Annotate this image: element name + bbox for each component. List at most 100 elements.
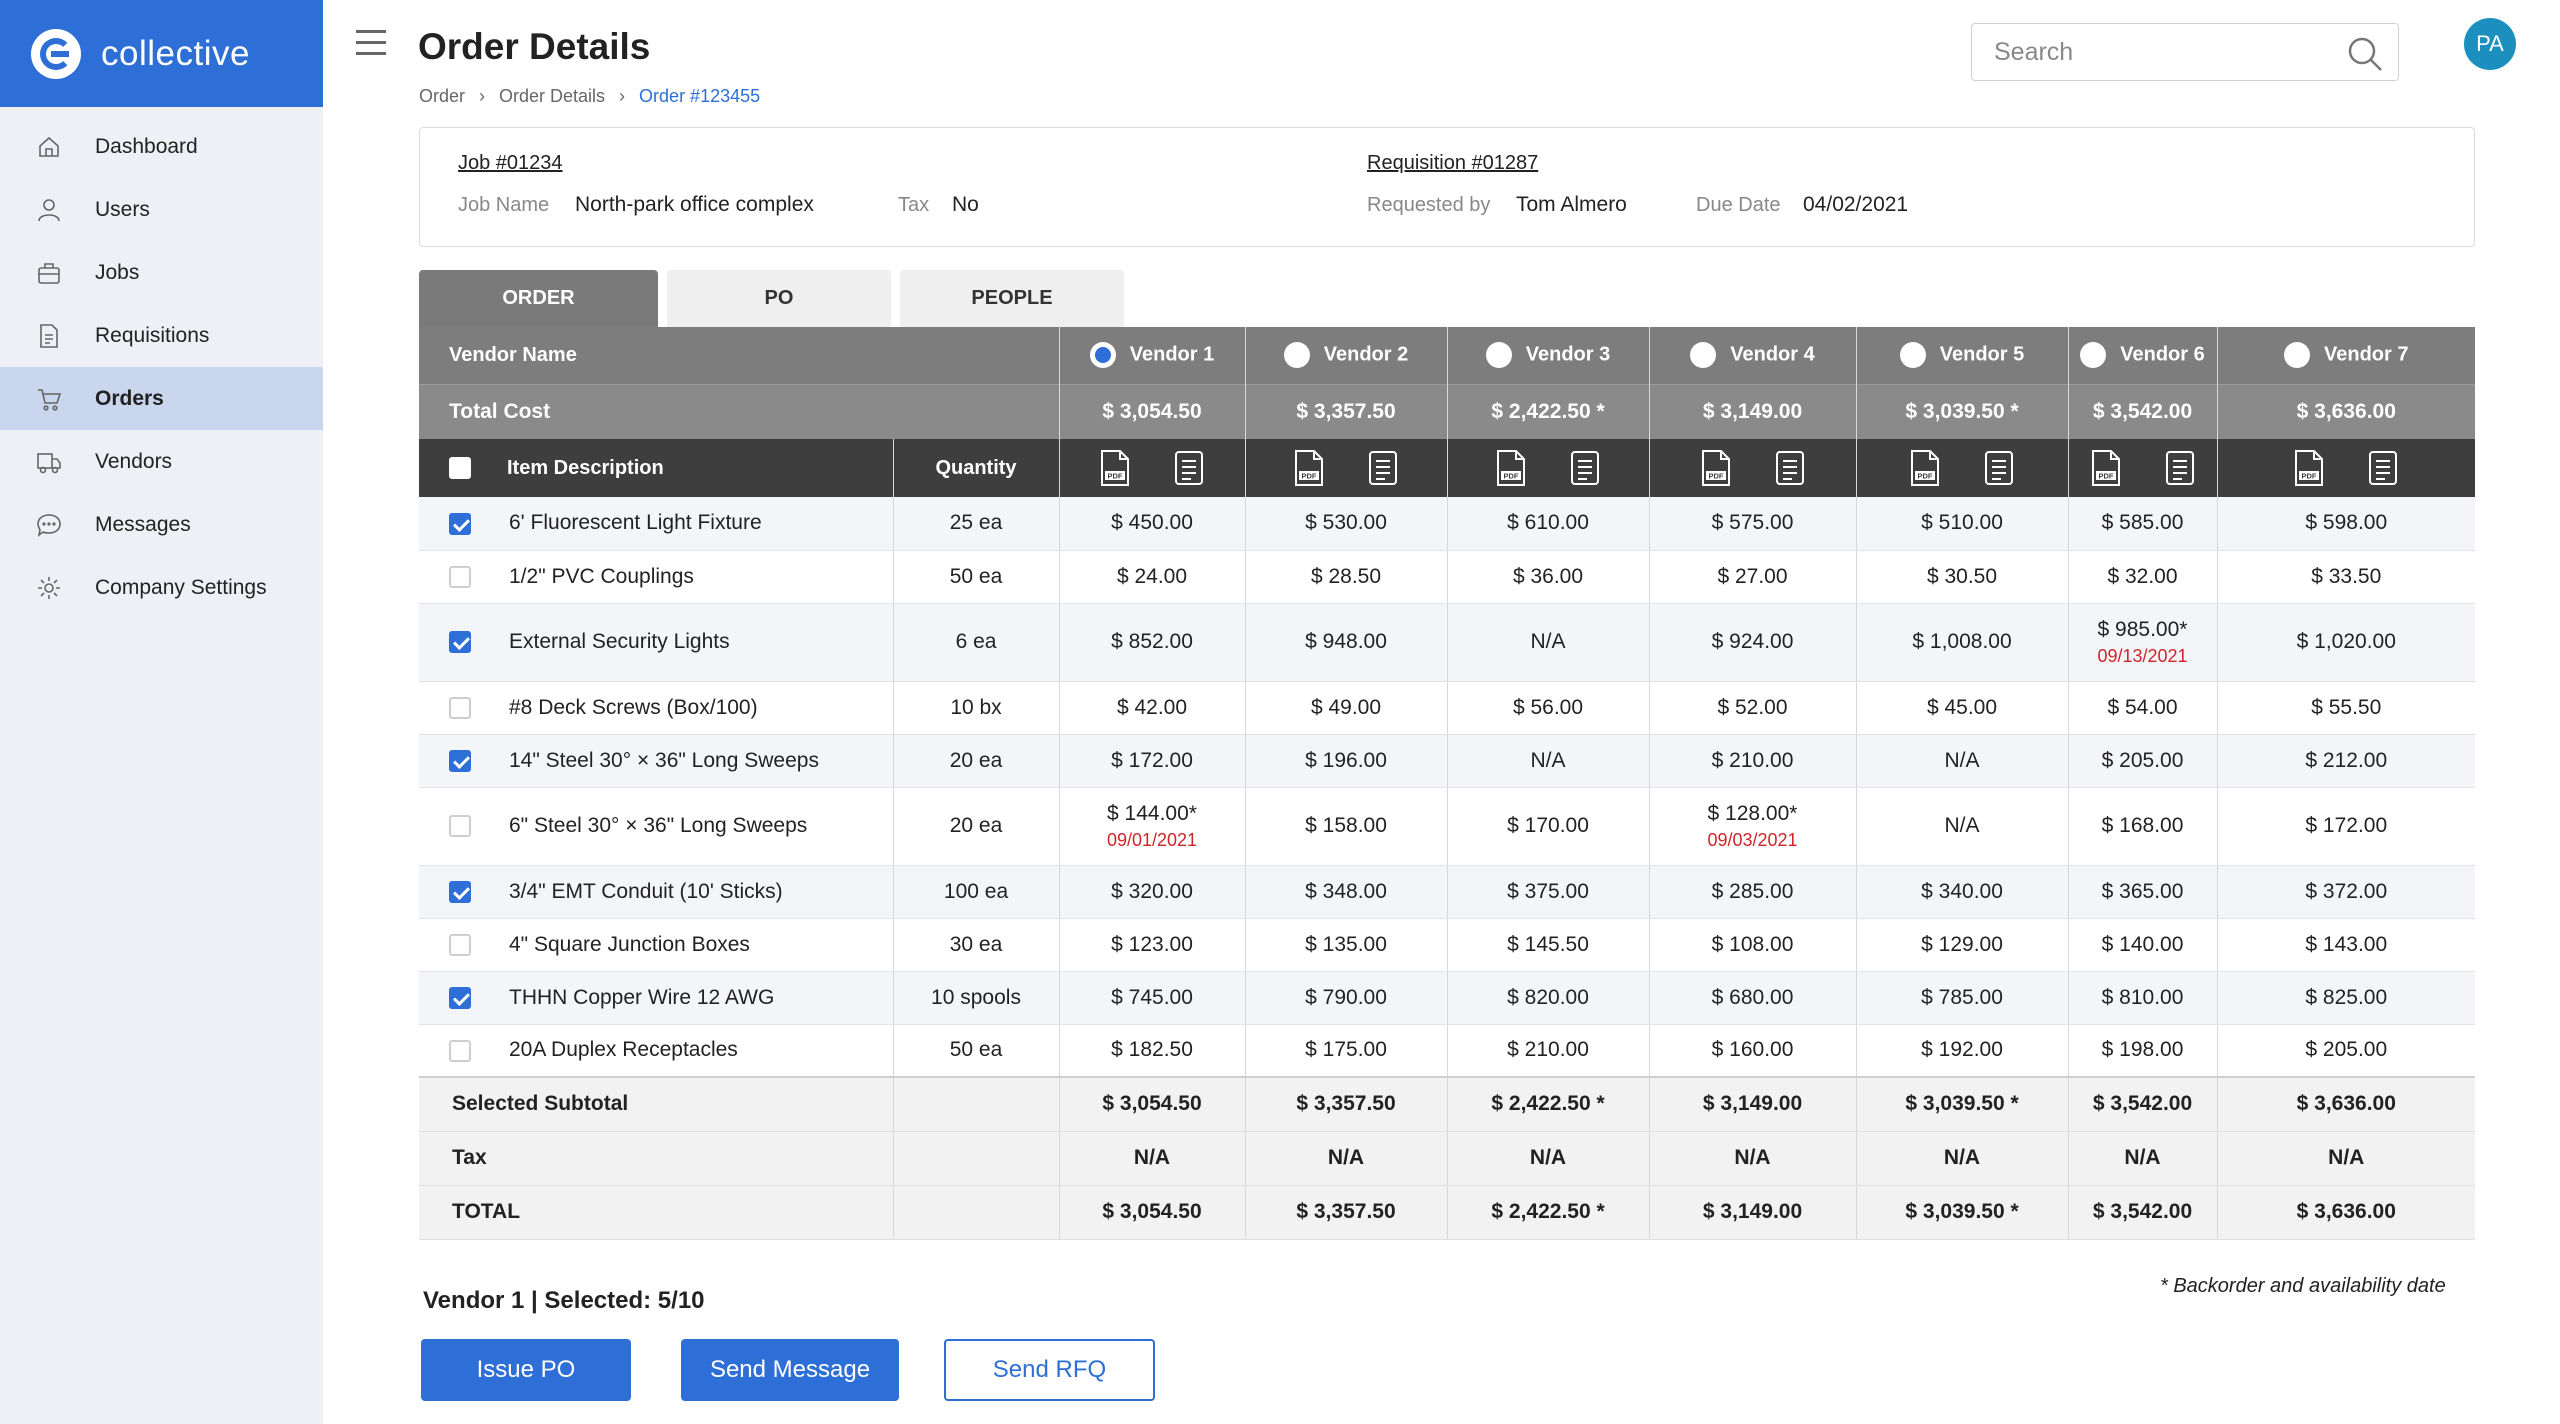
document-icon[interactable] xyxy=(1983,449,2015,487)
sidebar-item-vendors[interactable]: Vendors xyxy=(0,430,323,493)
vendor-doc-actions: PDF xyxy=(1245,439,1448,497)
vendor-header[interactable]: Vendor 2 xyxy=(1245,327,1448,384)
job-link[interactable]: Job #01234 xyxy=(458,152,563,174)
pdf-icon[interactable]: PDF xyxy=(1495,449,1527,487)
summary-value: N/A xyxy=(1649,1131,1857,1186)
vendor-price: $ 575.00 xyxy=(1649,497,1857,551)
item-checkbox[interactable] xyxy=(449,933,471,956)
vendor-header[interactable]: Vendor 4 xyxy=(1649,327,1857,384)
vendor-price: $ 585.00 xyxy=(2068,497,2218,551)
document-icon[interactable] xyxy=(1367,449,1399,487)
item-checkbox[interactable] xyxy=(449,565,471,588)
sidebar-item-dashboard[interactable]: Dashboard xyxy=(0,115,323,178)
price-value: $ 27.00 xyxy=(1717,564,1788,588)
vendor-radio[interactable] xyxy=(1089,342,1116,369)
tab-people[interactable]: PEOPLE xyxy=(900,270,1124,327)
breadcrumb-item[interactable]: Order xyxy=(419,86,466,106)
item-checkbox[interactable] xyxy=(449,631,471,654)
price-value: $ 54.00 xyxy=(2107,695,2178,719)
price-value: $ 210.00 xyxy=(1711,748,1794,772)
item-quantity: 10 spools xyxy=(893,971,1060,1025)
vendor-price: $ 123.00 xyxy=(1059,918,1246,972)
vendor-price: $ 196.00 xyxy=(1245,734,1448,788)
tab-order[interactable]: ORDER xyxy=(419,270,658,327)
document-icon[interactable] xyxy=(2164,449,2196,487)
vendor-header[interactable]: Vendor 7 xyxy=(2217,327,2476,384)
vendor-price: $ 170.00 xyxy=(1447,787,1650,866)
avatar[interactable]: PA xyxy=(2464,18,2516,70)
vendor-radio[interactable] xyxy=(1283,342,1310,369)
summary-spacer xyxy=(893,1076,1060,1132)
vendor-price: $ 52.00 xyxy=(1649,681,1857,735)
pdf-icon[interactable]: PDF xyxy=(1700,449,1732,487)
tab-po[interactable]: PO xyxy=(667,270,891,327)
sidebar-item-jobs[interactable]: Jobs xyxy=(0,241,323,304)
vendor-total-cost: $ 3,039.50 * xyxy=(1856,383,2069,439)
item-checkbox[interactable] xyxy=(449,512,471,535)
vendor-header[interactable]: Vendor 1 xyxy=(1059,327,1246,384)
vendor-price: $ 158.00 xyxy=(1245,787,1448,866)
item-checkbox[interactable] xyxy=(449,749,471,772)
price-value: $ 32.00 xyxy=(2107,564,2178,588)
price-value: $ 45.00 xyxy=(1926,695,1998,719)
item-checkbox[interactable] xyxy=(449,1039,471,1062)
vendor-header[interactable]: Vendor 5 xyxy=(1856,327,2069,384)
vendor-radio[interactable] xyxy=(2080,342,2107,369)
svg-text:PDF: PDF xyxy=(2098,472,2113,481)
document-icon[interactable] xyxy=(2367,449,2399,487)
vendor-price: $ 144.00* 09/01/2021 xyxy=(1059,787,1246,866)
cart-icon xyxy=(36,386,62,412)
vendor-header[interactable]: Vendor 3 xyxy=(1447,327,1650,384)
document-icon[interactable] xyxy=(1774,449,1806,487)
select-all-checkbox[interactable] xyxy=(449,457,471,480)
issue-po-button[interactable]: Issue PO xyxy=(421,1339,631,1401)
table-row: #8 Deck Screws (Box/100) 10 bx $ 42.00 $ 49… xyxy=(419,681,2476,735)
item-checkbox[interactable] xyxy=(449,880,471,903)
breadcrumb-current[interactable]: Order #123455 xyxy=(639,86,761,106)
price-value: $ 530.00 xyxy=(1305,511,1387,535)
sidebar-item-messages[interactable]: Messages xyxy=(0,493,323,556)
sidebar-item-company-settings[interactable]: Company Settings xyxy=(0,556,323,619)
price-value: $ 585.00 xyxy=(2101,511,2184,535)
vendor-price: $ 785.00 xyxy=(1856,971,2069,1025)
gear-icon xyxy=(36,575,62,601)
summary-value: $ 2,422.50 * xyxy=(1447,1185,1650,1240)
menu-icon[interactable] xyxy=(356,30,386,56)
send-message-button[interactable]: Send Message xyxy=(681,1339,899,1401)
send-rfq-button[interactable]: Send RFQ xyxy=(944,1339,1155,1401)
item-checkbox[interactable] xyxy=(449,815,471,838)
sidebar-item-requisitions[interactable]: Requisitions xyxy=(0,304,323,367)
item-checkbox[interactable] xyxy=(449,696,471,719)
sidebar-item-label: Requisitions xyxy=(95,323,210,347)
table-row: 4" Square Junction Boxes 30 ea $ 123.00 $ 1… xyxy=(419,918,2476,972)
price-value: $ 55.50 xyxy=(2311,695,2382,719)
requisition-link[interactable]: Requisition #01287 xyxy=(1367,152,1539,174)
search-icon[interactable] xyxy=(2346,35,2384,73)
pdf-icon[interactable]: PDF xyxy=(1909,449,1941,487)
brand-bar[interactable]: collective xyxy=(0,0,323,107)
item-cell: 6" Steel 30° × 36" Long Sweeps xyxy=(419,787,894,866)
pdf-icon[interactable]: PDF xyxy=(2293,449,2325,487)
vendor-header[interactable]: Vendor 6 xyxy=(2068,327,2218,384)
pdf-icon[interactable]: PDF xyxy=(2090,449,2122,487)
breadcrumb-item[interactable]: Order Details xyxy=(499,86,606,106)
sidebar-item-orders[interactable]: Orders xyxy=(0,367,323,430)
vendor-radio[interactable] xyxy=(1690,342,1717,369)
search-input[interactable] xyxy=(1994,37,2334,67)
sidebar-item-users[interactable]: Users xyxy=(0,178,323,241)
price-value: $ 210.00 xyxy=(1507,1038,1589,1062)
pdf-icon[interactable]: PDF xyxy=(1099,449,1131,487)
vendor-price: $ 42.00 xyxy=(1059,681,1246,735)
vendor-price: $ 205.00 xyxy=(2217,1024,2476,1078)
item-checkbox[interactable] xyxy=(449,986,471,1009)
price-value: $ 1,008.00 xyxy=(1912,630,2012,653)
document-icon[interactable] xyxy=(1569,449,1601,487)
vendor-radio[interactable] xyxy=(1485,342,1512,369)
svg-text:PDF: PDF xyxy=(1504,472,1519,481)
vendor-radio[interactable] xyxy=(2284,342,2311,369)
document-icon[interactable] xyxy=(1173,449,1205,487)
truck-icon xyxy=(36,449,62,475)
pdf-icon[interactable]: PDF xyxy=(1293,449,1325,487)
vendor-price: $ 32.00 xyxy=(2068,550,2218,604)
vendor-radio[interactable] xyxy=(1899,342,1926,369)
